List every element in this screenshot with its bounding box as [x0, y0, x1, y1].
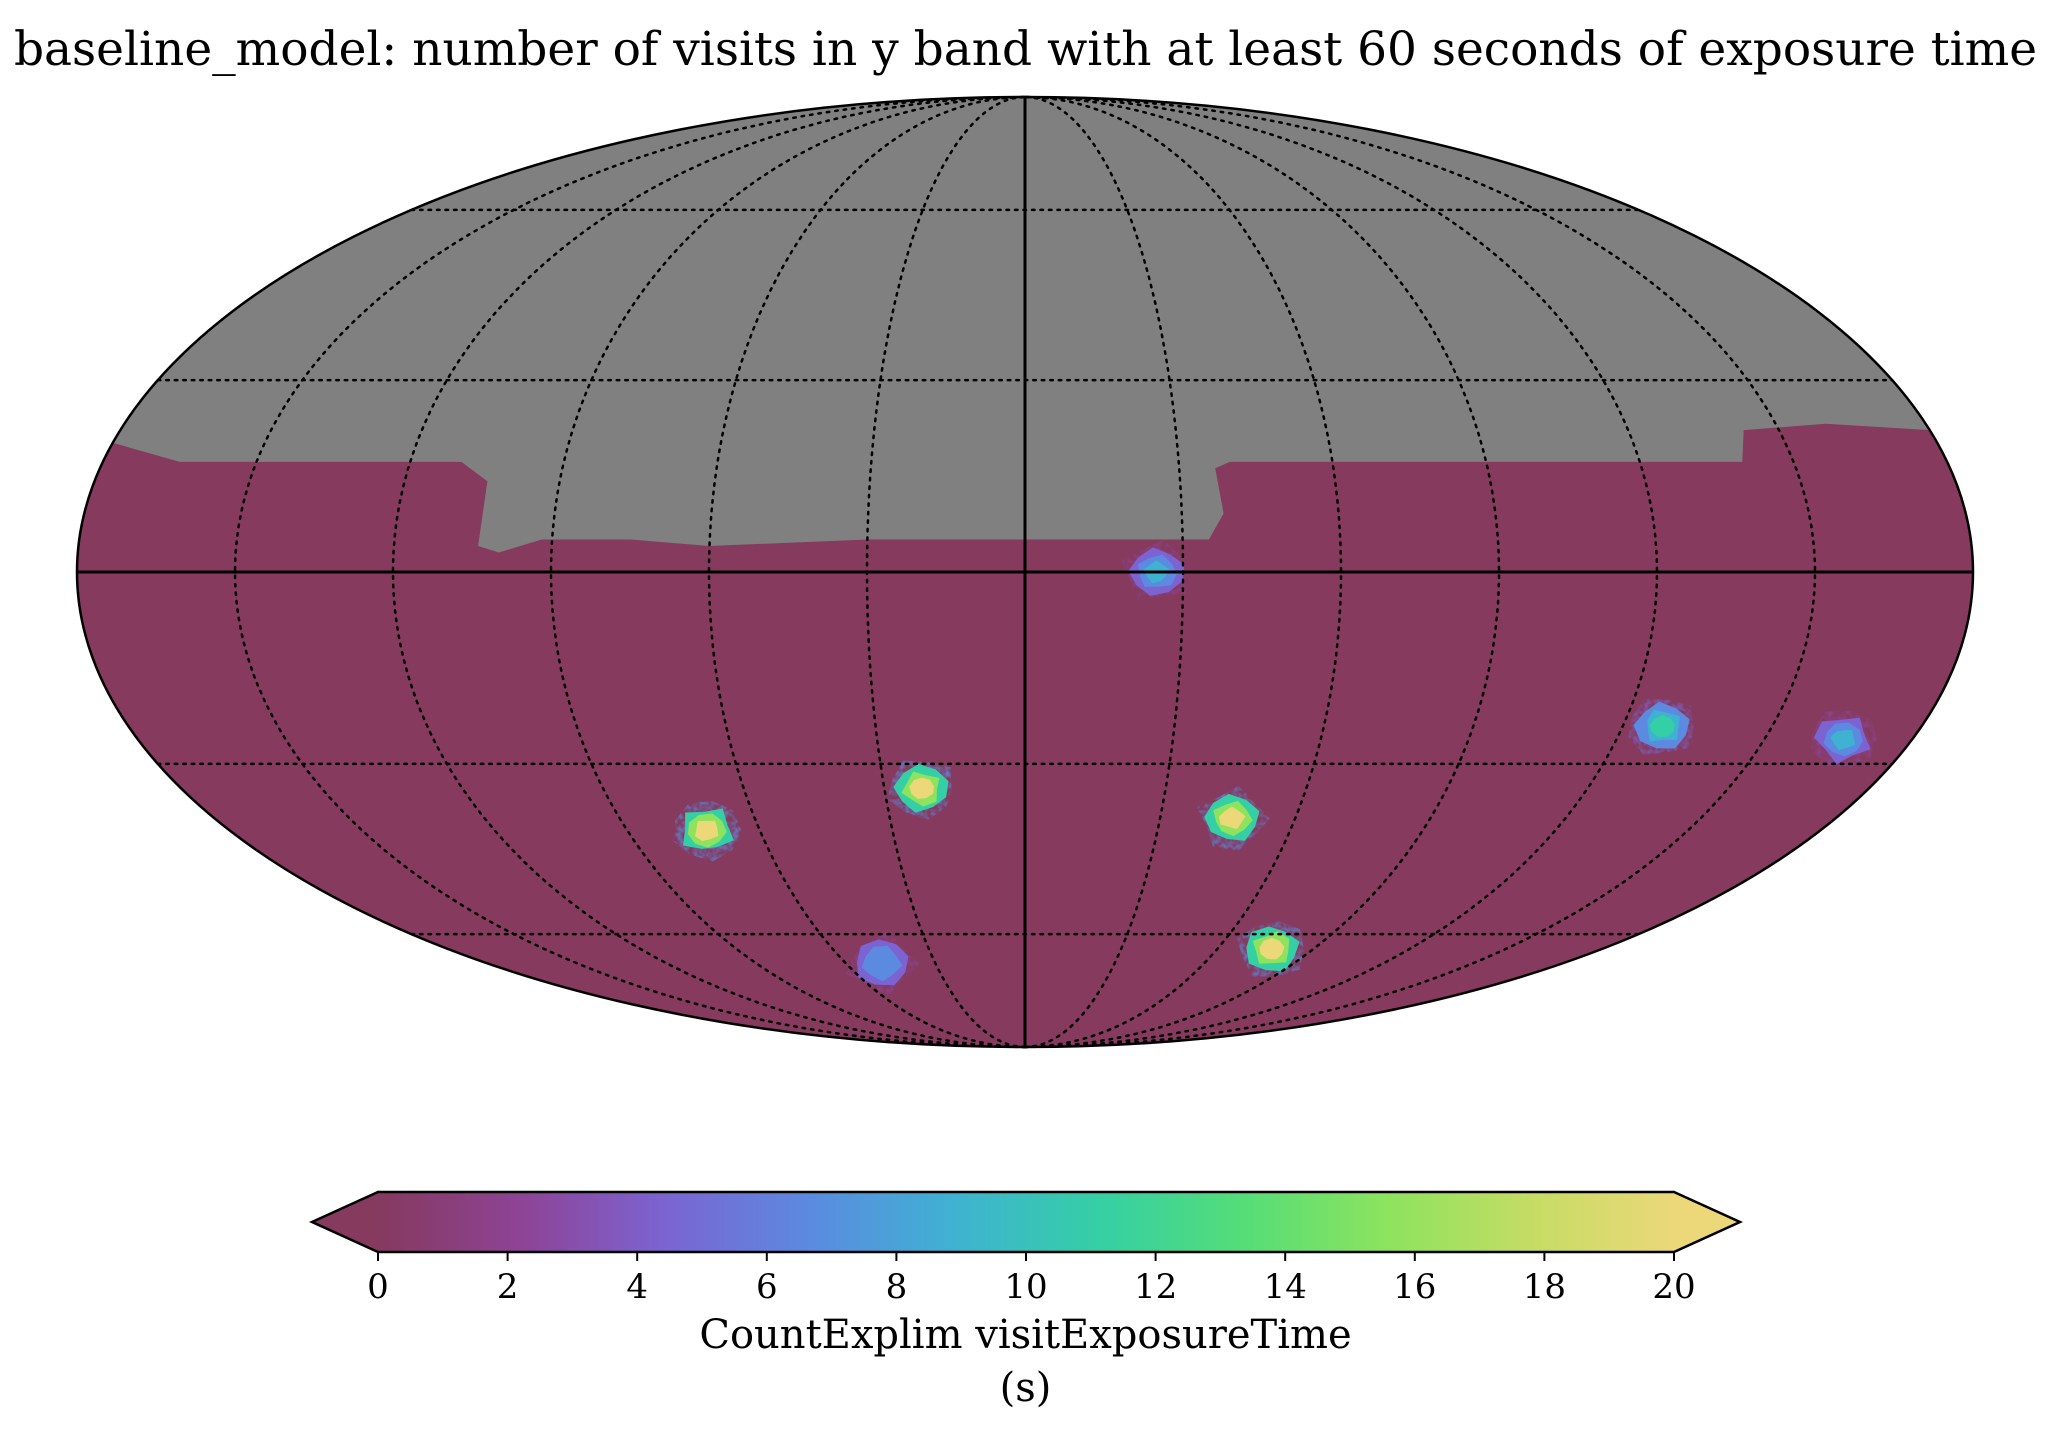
meridian-line: [233, 95, 1027, 1049]
colorbar-unit: (s): [999, 1365, 1052, 1411]
field-value-layer: [909, 777, 934, 799]
colorbar-tick-label: 18: [1523, 1267, 1566, 1307]
colorbar-tick-label: 0: [367, 1267, 389, 1307]
field-value-layer: [1259, 937, 1285, 960]
field-value-layer: [870, 954, 895, 975]
field-value-layer: [695, 820, 719, 842]
colorbar-tick-label: 10: [1004, 1267, 1047, 1307]
colorbar-extend-low: [309, 1190, 379, 1254]
field-patch: [1628, 698, 1694, 755]
field-patch: [1196, 785, 1270, 851]
field-patch: [887, 760, 952, 820]
colorbar: 0 2 4 6 8 10 12 14 16 18 20: [308, 1190, 1744, 1307]
colorbar-tick-label: 4: [626, 1267, 648, 1307]
meridian-line: [1023, 95, 1343, 1049]
colorbar-label: CountExplim visitExposureTime: [699, 1312, 1352, 1358]
field-value-layer: [1219, 806, 1246, 830]
field-value-layer: [1830, 729, 1856, 751]
meridian-line: [391, 95, 1027, 1049]
meridian-line: [1023, 95, 1659, 1049]
colorbar-ticks: 0 2 4 6 8 10 12 14 16 18 20: [367, 1252, 1696, 1307]
meridian-line: [1023, 95, 1501, 1049]
meridian-line: [549, 95, 1027, 1049]
field-value-layer: [1649, 715, 1675, 737]
colorbar-tick-label: 8: [886, 1267, 908, 1307]
colorbar-tick-label: 6: [756, 1267, 778, 1307]
field-patches: [672, 539, 1877, 996]
colorbar-tick-label: 20: [1652, 1267, 1695, 1307]
meridian-line: [707, 95, 1027, 1049]
colorbar-tick-label: 2: [497, 1267, 519, 1307]
colorbar-tick-label: 14: [1264, 1267, 1307, 1307]
chart-title: baseline_model: number of visits in y ba…: [13, 22, 2038, 77]
field-patch: [1810, 711, 1877, 769]
colorbar-tick-label: 12: [1134, 1267, 1177, 1307]
meridian-line: [1023, 95, 1817, 1049]
colorbar-extend-high: [1673, 1190, 1743, 1254]
colorbar-gradient: [377, 1192, 1675, 1252]
field-patch: [672, 801, 742, 862]
map-outline: [75, 95, 1975, 1049]
colorbar-tick-label: 16: [1393, 1267, 1436, 1307]
